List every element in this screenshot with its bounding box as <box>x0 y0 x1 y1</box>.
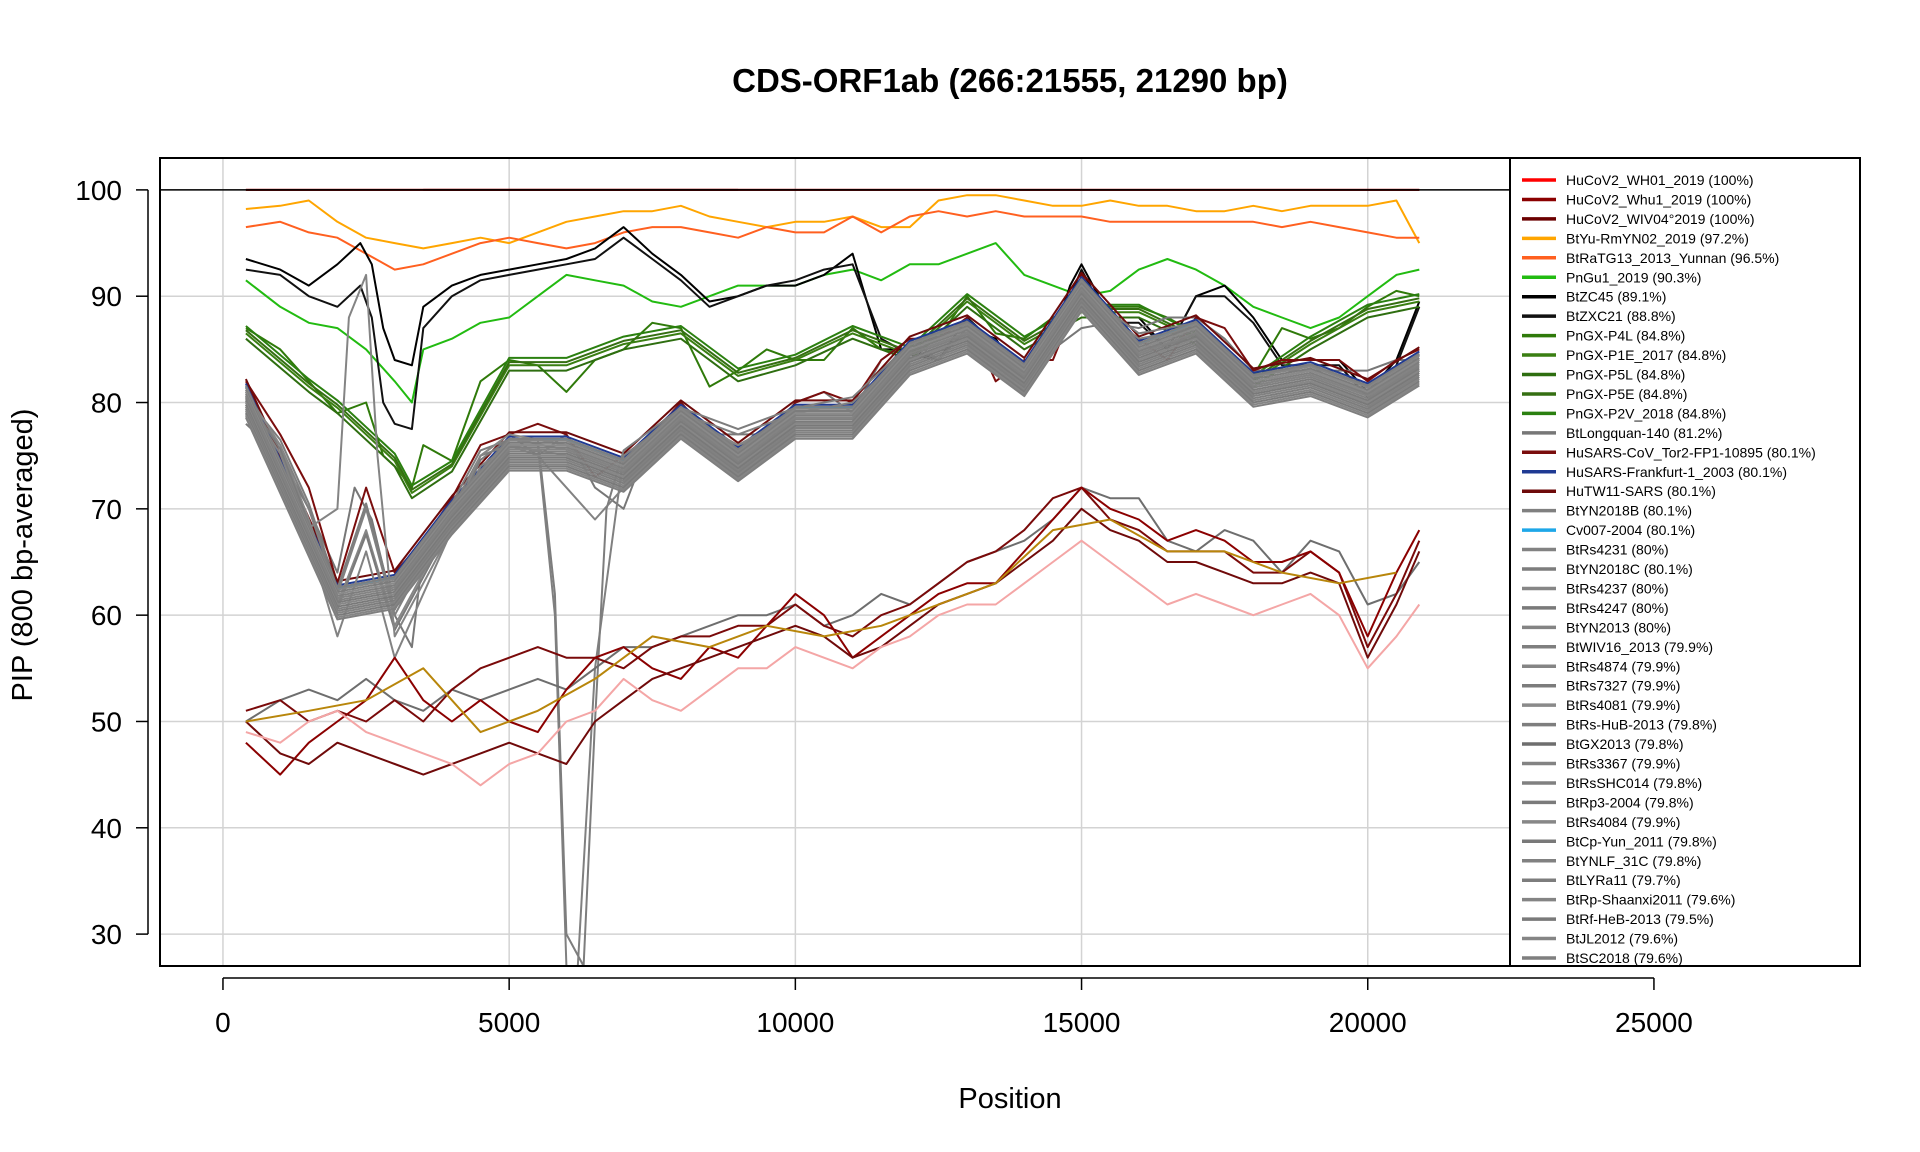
series-line-40 <box>244 310 1420 621</box>
axes: 0 5000 10000 15000 20000 25000 30 40 50 60 70 80 90 1… <box>75 175 1693 1038</box>
legend-label: BtZC45 (89.1%) <box>1566 289 1666 305</box>
x-tick-label: 15000 <box>1043 1007 1121 1038</box>
legend-label: BtRs4081 (79.9%) <box>1566 697 1680 713</box>
x-axis-label: Position <box>958 1083 1061 1115</box>
series-line-35 <box>244 299 1420 610</box>
chart-title: CDS-ORF1ab (266:21555, 21290 bp) <box>732 62 1288 99</box>
series-line-28 <box>244 286 1420 597</box>
legend-label: BtYN2013 (80%) <box>1566 619 1671 635</box>
legend-label: BtSC2018 (79.6%) <box>1566 950 1683 966</box>
series-line-33 <box>244 295 1420 606</box>
y-tick-label: 70 <box>91 494 122 525</box>
x-tick-label: 20000 <box>1329 1007 1407 1038</box>
legend-label: BtLongquan-140 (81.2%) <box>1566 425 1722 441</box>
legend-label: BtRs3367 (79.9%) <box>1566 756 1680 772</box>
series-line-27 <box>244 284 1420 595</box>
legend-label: Cv007-2004 (80.1%) <box>1566 522 1695 538</box>
series-line-32 <box>244 293 1420 604</box>
legend-label: BtZXC21 (88.8%) <box>1566 308 1676 324</box>
legend-label: PnGu1_2019 (90.3%) <box>1566 269 1701 285</box>
legend-label: BtRsSHC014 (79.8%) <box>1566 775 1702 791</box>
legend-label: BtYN2018C (80.1%) <box>1566 561 1693 577</box>
legend-label: PnGX-P5L (84.8%) <box>1566 367 1685 383</box>
y-tick-label: 100 <box>75 175 122 206</box>
y-tick-label: 90 <box>91 281 122 312</box>
legend-label: BtRf-HeB-2013 (79.5%) <box>1566 911 1714 927</box>
series-line-39 <box>244 308 1420 619</box>
legend-label: PnGX-P4L (84.8%) <box>1566 328 1685 344</box>
legend-label: HuCoV2_WH01_2019 (100%) <box>1566 172 1754 188</box>
legend-label: PnGX-P5E (84.8%) <box>1566 386 1687 402</box>
legend-label: HuCoV2_Whu1_2019 (100%) <box>1566 191 1751 207</box>
legend-label: PnGX-P2V_2018 (84.8%) <box>1566 405 1726 421</box>
legend-label: HuCoV2_WIV04°2019 (100%) <box>1566 211 1754 227</box>
legend-label: BtRp-Shaanxi2011 (79.6%) <box>1566 892 1735 908</box>
x-tick-label: 5000 <box>478 1007 540 1038</box>
series-line-6 <box>245 226 1421 393</box>
legend-label: BtGX2013 (79.8%) <box>1566 736 1684 752</box>
series-line-29 <box>245 486 1421 723</box>
legend-label: HuSARS-CoV_Tor2-FP1-10895 (80.1%) <box>1566 444 1816 460</box>
y-tick-label: 60 <box>91 600 122 631</box>
x-tick-label: 10000 <box>756 1007 834 1038</box>
series-line-30 <box>244 288 1420 600</box>
legend-label: BtRaTG13_2013_Yunnan (96.5%) <box>1566 250 1779 266</box>
series-line-42 <box>245 486 1421 776</box>
series-line-38 <box>244 305 1420 617</box>
legend-label: BtYN2018B (80.1%) <box>1566 503 1692 519</box>
legend-label: BtCp-Yun_2011 (79.8%) <box>1566 833 1717 849</box>
x-tick-label: 25000 <box>1615 1007 1693 1038</box>
legend-label: BtRs7327 (79.9%) <box>1566 678 1680 694</box>
x-tick-label: 0 <box>215 1007 231 1038</box>
y-tick-label: 50 <box>91 706 122 737</box>
plot-series-layer <box>160 188 1860 966</box>
legend-box <box>1509 157 1861 967</box>
series-line-4 <box>245 210 1420 271</box>
legend-label: BtRs4084 (79.9%) <box>1566 814 1680 830</box>
series-line-24 <box>244 278 1420 589</box>
legend-label: BtRs4247 (80%) <box>1566 600 1669 616</box>
legend-label: HuTW11-SARS (80.1%) <box>1566 483 1716 499</box>
series-line-44 <box>245 539 1421 787</box>
legend-label: BtRs4237 (80%) <box>1566 580 1669 596</box>
legend-label: BtYNLF_31C (79.8%) <box>1566 853 1701 869</box>
legend-label: BtRs-HuB-2013 (79.8%) <box>1566 717 1717 733</box>
series-line-37 <box>244 303 1420 614</box>
series-line-26 <box>244 282 1420 593</box>
legend-label: PnGX-P1E_2017 (84.8%) <box>1566 347 1726 363</box>
series-line-31 <box>244 291 1420 602</box>
legend-label: BtLYRa11 (79.7%) <box>1566 872 1681 888</box>
series-line-43 <box>245 507 1421 776</box>
legend-label: BtRp3-2004 (79.8%) <box>1566 794 1694 810</box>
legend-label: HuSARS-Frankfurt-1_2003 (80.1%) <box>1566 464 1787 480</box>
series-line-45 <box>245 518 1397 734</box>
series-line-3 <box>245 194 1421 250</box>
legend: HuCoV2_WH01_2019 (100%) HuCoV2_Whu1_2019 … <box>1509 157 1861 967</box>
y-tick-label: 30 <box>91 919 122 950</box>
legend-label: BtYu-RmYN02_2019 (97.2%) <box>1566 230 1749 246</box>
series-line-7 <box>245 236 1421 431</box>
y-axis-label: PIP (800 bp-averaged) <box>7 409 39 702</box>
legend-label: BtRs4231 (80%) <box>1566 542 1669 558</box>
legend-label: BtRs4874 (79.9%) <box>1566 658 1680 674</box>
series-line-36 <box>244 301 1420 612</box>
series-line-25 <box>244 280 1420 591</box>
legend-label: BtWIV16_2013 (79.9%) <box>1566 639 1713 655</box>
y-tick-label: 40 <box>91 813 122 844</box>
series-line-34 <box>244 297 1420 608</box>
series-line-17 <box>245 295 1420 966</box>
legend-label: BtJL2012 (79.6%) <box>1566 931 1678 947</box>
y-tick-label: 80 <box>91 388 122 419</box>
